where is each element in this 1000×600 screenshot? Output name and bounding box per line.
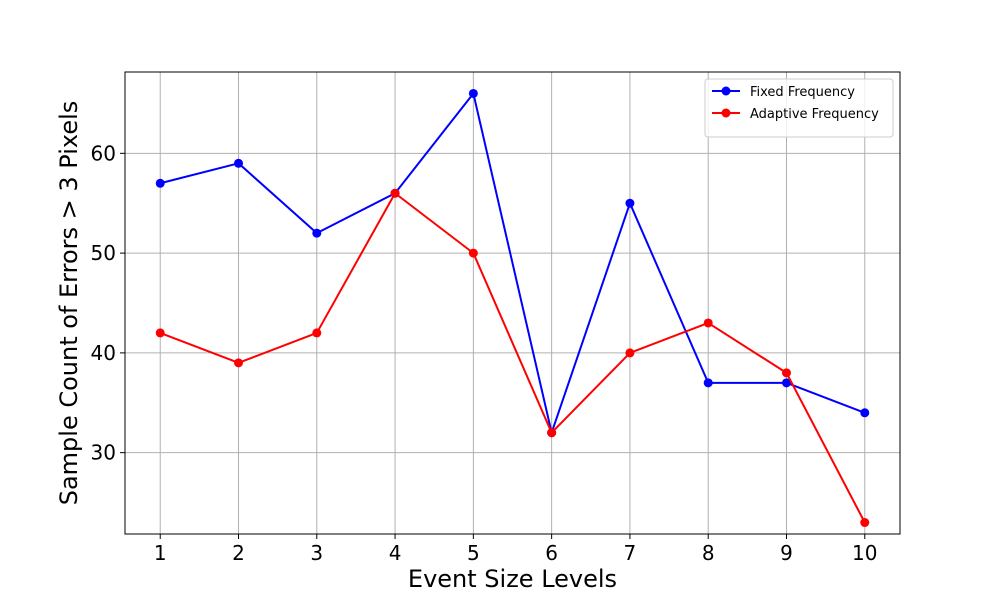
data-point (860, 518, 870, 528)
data-point (390, 188, 400, 198)
data-point (468, 88, 478, 98)
legend-swatch-marker (721, 86, 731, 96)
x-tick-label: 6 (545, 541, 558, 565)
data-point (155, 178, 165, 188)
data-point (234, 358, 244, 368)
data-point (312, 328, 322, 338)
legend-label: Fixed Frequency (750, 85, 855, 100)
x-tick-label: 7 (624, 541, 637, 565)
data-point (703, 378, 713, 388)
data-point (625, 348, 635, 358)
x-tick-label: 9 (780, 541, 793, 565)
legend-box (704, 78, 894, 138)
x-tick-label: 8 (702, 541, 715, 565)
series-layer (155, 88, 870, 528)
ticks: 1 2 3 4 5 6 7 8 9 10 30 40 50 60 (91, 141, 878, 565)
x-tick-label: 2 (232, 541, 245, 565)
series-line (159, 192, 866, 523)
legend-item: Adaptive Frequency (712, 107, 879, 122)
data-point (468, 248, 478, 258)
data-point (312, 228, 322, 238)
legend-item: Fixed Frequency (712, 85, 855, 100)
x-tick-label: 3 (310, 541, 323, 565)
data-point (234, 158, 244, 168)
y-axis-title: Sample Count of Errors > 3 Pixels (55, 101, 83, 506)
y-tick-label: 40 (91, 341, 116, 365)
y-tick-label: 50 (91, 241, 116, 265)
x-tick-label: 5 (467, 541, 480, 565)
data-point (547, 428, 557, 438)
grid (125, 72, 900, 534)
legend-entries: Fixed Frequency Adaptive Frequency (712, 85, 879, 122)
plot-frame (124, 71, 901, 535)
data-point (781, 378, 791, 388)
x-tick-label: 4 (389, 541, 402, 565)
data-point (860, 408, 870, 418)
x-tick-label: 1 (154, 541, 167, 565)
data-point (781, 368, 791, 378)
data-point (625, 198, 635, 208)
series-line (159, 92, 866, 434)
legend-swatch-marker (721, 108, 731, 118)
x-axis-title: Event Size Levels (408, 565, 617, 593)
data-point (703, 318, 713, 328)
data-point (155, 328, 165, 338)
y-tick-label: 60 (91, 141, 116, 165)
y-tick-label: 30 (91, 441, 116, 465)
legend-label: Adaptive Frequency (750, 107, 879, 122)
series-2 (155, 188, 870, 528)
legend: Fixed Frequency Adaptive Frequency (704, 78, 894, 138)
x-tick-label: 10 (852, 541, 877, 565)
